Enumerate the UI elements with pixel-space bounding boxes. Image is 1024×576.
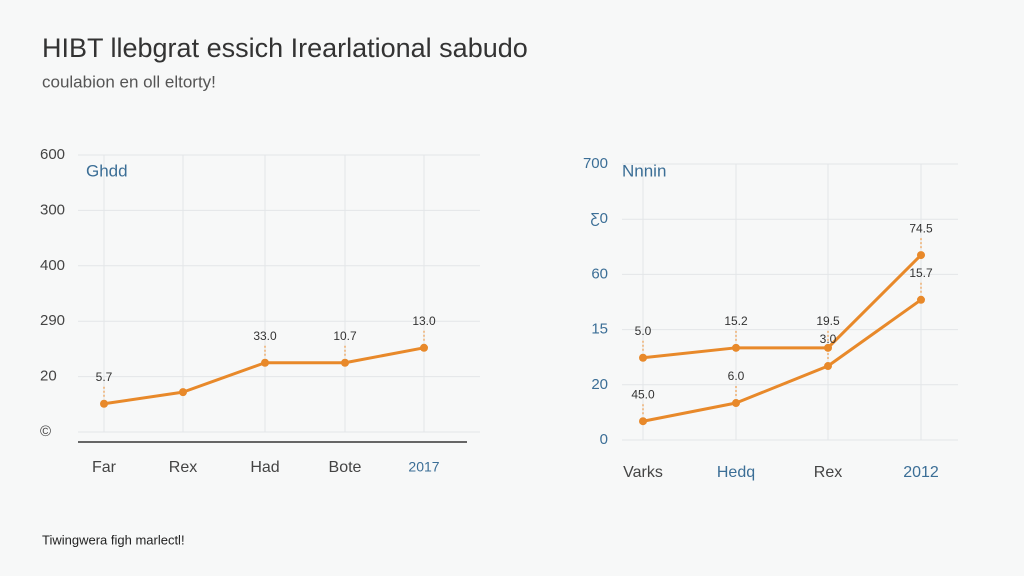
point <box>341 358 349 367</box>
x-tick-label: 2012 <box>903 464 939 481</box>
point <box>639 353 647 362</box>
point <box>732 399 740 408</box>
x-tick-label: Varks <box>623 464 663 481</box>
data-label: 5.0 <box>635 324 652 338</box>
point <box>100 399 108 408</box>
x-tick-label: Bote <box>329 459 362 476</box>
y-tick-label: 290 <box>40 312 65 329</box>
footer: Tiwingwera figh marlectl! <box>42 532 185 547</box>
y-tick-label: 15 <box>591 321 608 338</box>
data-label: 74.5 <box>909 221 933 235</box>
x-tick-label: Rex <box>814 464 842 481</box>
point <box>917 251 925 260</box>
data-label: 15.7 <box>909 266 933 280</box>
data-label: 45.0 <box>631 387 655 401</box>
y-tick-label: Ƹ0 <box>590 210 608 227</box>
point <box>732 343 740 352</box>
data-label: 5.7 <box>96 370 113 384</box>
y-tick-label: 300 <box>40 201 65 218</box>
x-tick-label: 2017 <box>408 459 439 475</box>
chart-title: Nnnin <box>622 161 666 180</box>
chart-title: Ghdd <box>86 161 128 180</box>
point <box>179 388 187 397</box>
data-label: 13.0 <box>412 314 436 328</box>
point <box>824 343 832 352</box>
x-tick-label: Had <box>250 459 279 476</box>
data-label: 15.2 <box>724 314 748 328</box>
point <box>261 358 269 367</box>
point <box>639 417 647 426</box>
y-tick-label: 20 <box>591 376 608 393</box>
data-label: 3.0 <box>820 332 837 346</box>
y-tick-label: 600 <box>40 146 65 163</box>
data-label: 6.0 <box>728 369 745 383</box>
page-subtitle: coulabion en oll eltorty! <box>42 72 216 91</box>
point <box>917 295 925 304</box>
data-label: 10.7 <box>333 329 357 343</box>
line <box>642 254 923 360</box>
point <box>824 362 832 371</box>
data-label: 33.0 <box>253 329 277 343</box>
x-tick-label: Far <box>92 459 117 476</box>
y-tick-label: © <box>40 423 51 440</box>
y-tick-label: 700 <box>583 155 608 172</box>
y-tick-label: 20 <box>40 368 57 385</box>
line <box>642 298 922 423</box>
data-label: 19.5 <box>816 314 840 328</box>
y-tick-label: 0 <box>600 431 608 448</box>
x-tick-label: Hedq <box>717 464 755 481</box>
x-tick-label: Rex <box>169 459 197 476</box>
page-title: HIBT llebgrat essich Irearlational sabud… <box>42 33 528 63</box>
y-tick-label: 60 <box>591 265 608 282</box>
y-tick-label: 400 <box>40 257 65 274</box>
point <box>420 343 428 352</box>
